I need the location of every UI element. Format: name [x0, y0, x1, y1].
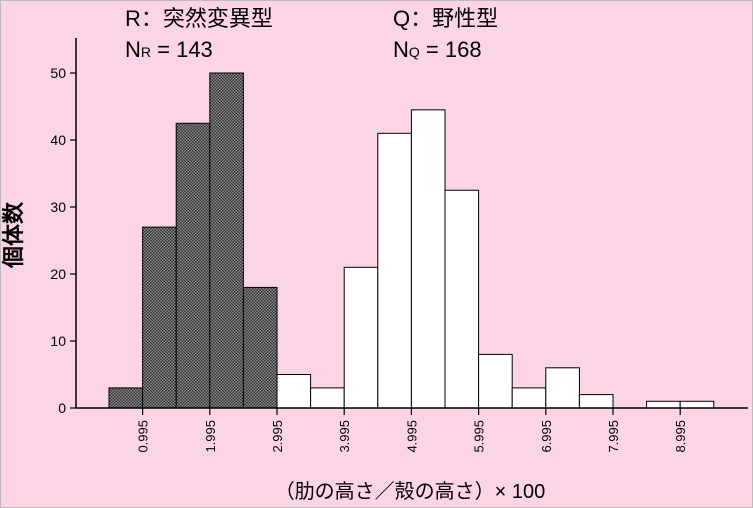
y-axis-title: 個体数: [1, 201, 26, 269]
wild-count: NQ = 168: [393, 37, 482, 62]
y-tick-label-0: 0: [58, 400, 66, 416]
wild-bar-6: [478, 353, 513, 409]
mutant-bar-4: [242, 286, 278, 409]
wild-bar-11: [679, 400, 715, 409]
wild-bar-1: [310, 387, 345, 409]
x-tick-label-4: 4.995: [404, 420, 419, 453]
x-tick-label-0: 0.995: [136, 420, 151, 453]
wild-count-value: = 168: [420, 37, 482, 62]
x-tick-label-1: 1.995: [203, 420, 218, 453]
wild-bar-8: [545, 367, 580, 409]
mutant-bar-1: [142, 226, 177, 409]
mutant-bar-0: [108, 387, 144, 409]
y-tick-label-10: 10: [50, 333, 66, 349]
wild-bar-5: [444, 189, 480, 409]
mutant-count: NR = 143: [125, 37, 213, 62]
bars-layer: [108, 72, 715, 409]
mutant-count-subscript: R: [141, 44, 151, 60]
wild-bar-9: [578, 394, 614, 409]
mutant-count-letter: N: [125, 37, 141, 62]
x-tick-label-8: 8.995: [673, 420, 688, 453]
mutant-legend-label: R：突然変異型: [125, 6, 273, 31]
mutant-bar-3: [209, 72, 244, 409]
x-tick-label-6: 6.995: [539, 420, 554, 453]
wild-bar-10: [646, 400, 681, 409]
x-tick-label-3: 3.995: [337, 420, 352, 453]
x-tick-label-7: 7.995: [606, 420, 621, 453]
wild-bar-4: [410, 109, 446, 409]
x-axis-title: （肋の高さ／殻の高さ）× 100: [275, 480, 546, 503]
x-tick-label-5: 5.995: [472, 420, 487, 453]
axes-layer: 0 10 20 30 40 50 0.995 1.995 2.995 3.995 4.995 5.99…: [50, 38, 748, 453]
wild-bar-7: [511, 387, 547, 409]
y-tick-label-40: 40: [50, 132, 66, 148]
mutant-count-value: = 143: [151, 37, 213, 62]
y-tick-label-50: 50: [50, 65, 66, 81]
mutant-bar-2: [175, 122, 211, 409]
wild-bar-0: [276, 374, 312, 409]
wild-bar-2: [343, 266, 379, 409]
y-tick-label-30: 30: [50, 199, 66, 215]
wild-bar-3: [377, 132, 412, 409]
wild-count-letter: N: [393, 37, 409, 62]
y-tick-label-20: 20: [50, 266, 66, 282]
wild-count-subscript: Q: [409, 44, 420, 60]
x-tick-label-2: 2.995: [270, 420, 285, 453]
wild-legend-label: Q：野性型: [393, 6, 498, 31]
